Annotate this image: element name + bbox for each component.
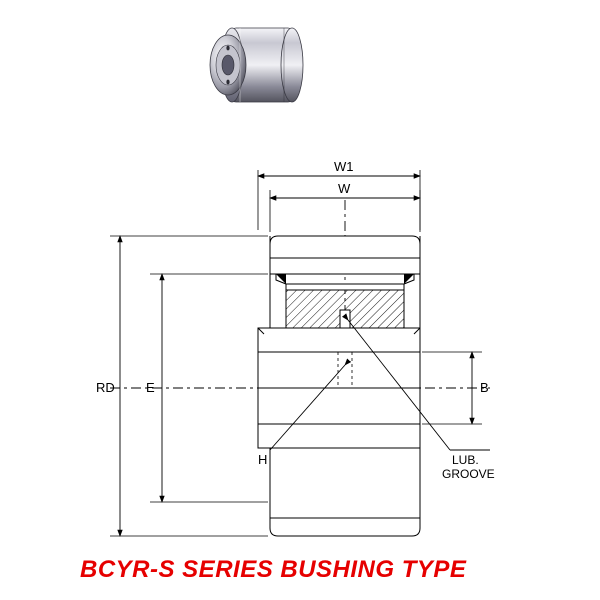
engineering-diagram: W1 W RD E B H — [90, 140, 520, 540]
dim-rd-label: RD — [96, 380, 115, 395]
product-photo — [180, 10, 320, 120]
dim-h-label: H — [258, 452, 267, 467]
series-title: BCYR-S SERIES BUSHING TYPE — [80, 556, 466, 584]
page-container: W1 W RD E B H — [0, 0, 600, 600]
dim-w1-label: W1 — [334, 159, 354, 174]
dim-b-label: B — [480, 380, 489, 395]
dim-w-label: W — [338, 181, 351, 196]
lub-label-2: GROOVE — [442, 467, 495, 481]
lub-label-1: LUB. — [452, 453, 479, 467]
dim-e-label: E — [146, 380, 155, 395]
